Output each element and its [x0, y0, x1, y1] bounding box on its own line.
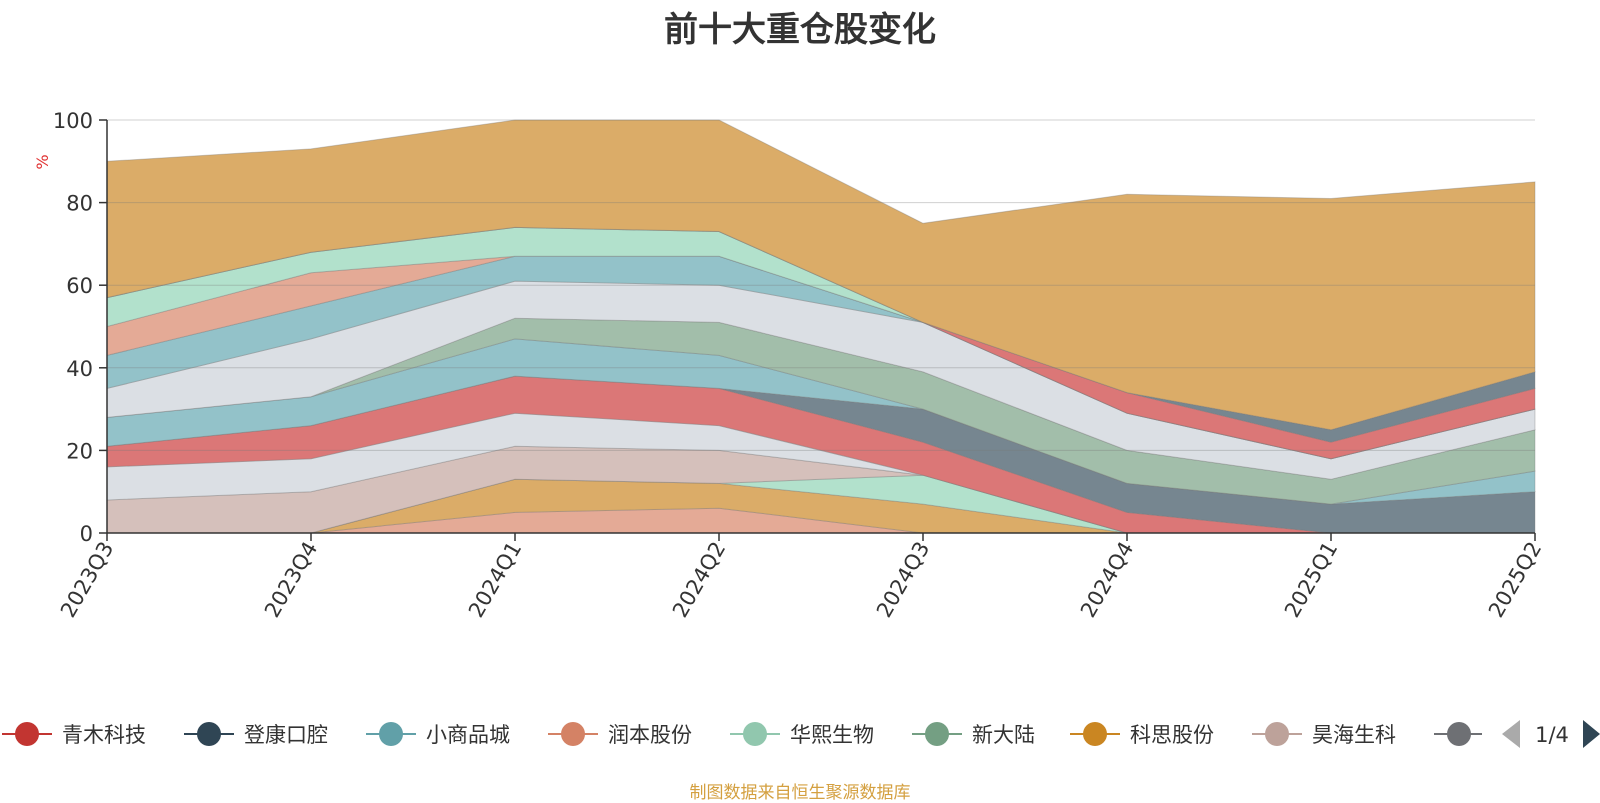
- legend-marker-icon: [1083, 722, 1107, 746]
- area-series-16: [106, 119, 1536, 431]
- legend-label: 青木科技: [62, 723, 146, 747]
- legend-item[interactable]: 青木科技: [2, 722, 146, 747]
- y-tick-label: 20: [66, 439, 93, 463]
- legend-item[interactable]: 华熙生物: [730, 722, 874, 747]
- legend-item[interactable]: 小商品城: [366, 722, 510, 747]
- grid-lines: [107, 119, 1535, 451]
- x-tick-label: 2025Q2: [1484, 538, 1546, 622]
- x-tick-label: 2023Q3: [56, 538, 118, 622]
- legend-label: 昊海生科: [1312, 723, 1396, 747]
- x-tick-label: 2024Q2: [668, 538, 730, 622]
- legend-label: 新大陆: [972, 723, 1035, 747]
- y-tick-label: 100: [53, 109, 93, 133]
- x-tick-label: 2024Q1: [464, 538, 526, 622]
- legend-item[interactable]: 科思股份: [1070, 722, 1214, 747]
- legend-marker-icon: [15, 722, 39, 746]
- y-tick-label: 60: [66, 274, 93, 298]
- legend-item[interactable]: 乖: [1434, 722, 1515, 747]
- y-tick-label: 40: [66, 357, 93, 381]
- legend-marker-icon: [1265, 722, 1289, 746]
- legend-label: 登康口腔: [244, 723, 328, 747]
- legend-marker-icon: [743, 722, 767, 746]
- y-axis-label: %: [33, 154, 52, 169]
- plot-areas: [106, 119, 1536, 534]
- legend-label: 科思股份: [1130, 723, 1214, 747]
- legend-item[interactable]: 昊海生科: [1252, 722, 1396, 747]
- legend-item[interactable]: 登康口腔: [184, 722, 328, 747]
- y-tick-label: 80: [66, 192, 93, 216]
- legend-item[interactable]: 新大陆: [912, 722, 1035, 747]
- legend-prev-page-icon[interactable]: [1502, 720, 1520, 748]
- legend-page-indicator: 1/4: [1535, 723, 1569, 747]
- legend-marker-icon: [925, 722, 949, 746]
- legend-marker-icon: [561, 722, 585, 746]
- chart-title: 前十大重仓股变化: [664, 10, 936, 50]
- x-tick-label: 2024Q4: [1076, 538, 1138, 622]
- legend[interactable]: 青木科技 登康口腔 小商品城 润本股份 华熙生物 新大陆 科思股份 昊海生科 乖 1/4: [2, 720, 1600, 748]
- x-tick-label: 2024Q3: [872, 538, 934, 622]
- legend-marker-icon: [379, 722, 403, 746]
- legend-next-page-icon[interactable]: [1583, 720, 1600, 748]
- legend-label: 小商品城: [426, 723, 510, 747]
- y-tick-label: 0: [80, 522, 93, 546]
- legend-marker-icon: [1447, 722, 1471, 746]
- x-tick-label: 2023Q4: [260, 538, 322, 622]
- legend-marker-icon: [197, 722, 221, 746]
- data-source-note: 制图数据来自恒生聚源数据库: [689, 783, 911, 803]
- legend-label: 润本股份: [608, 723, 692, 747]
- x-tick-label: 2025Q1: [1280, 538, 1342, 622]
- legend-label: 华熙生物: [790, 723, 874, 747]
- legend-item[interactable]: 润本股份: [548, 722, 692, 747]
